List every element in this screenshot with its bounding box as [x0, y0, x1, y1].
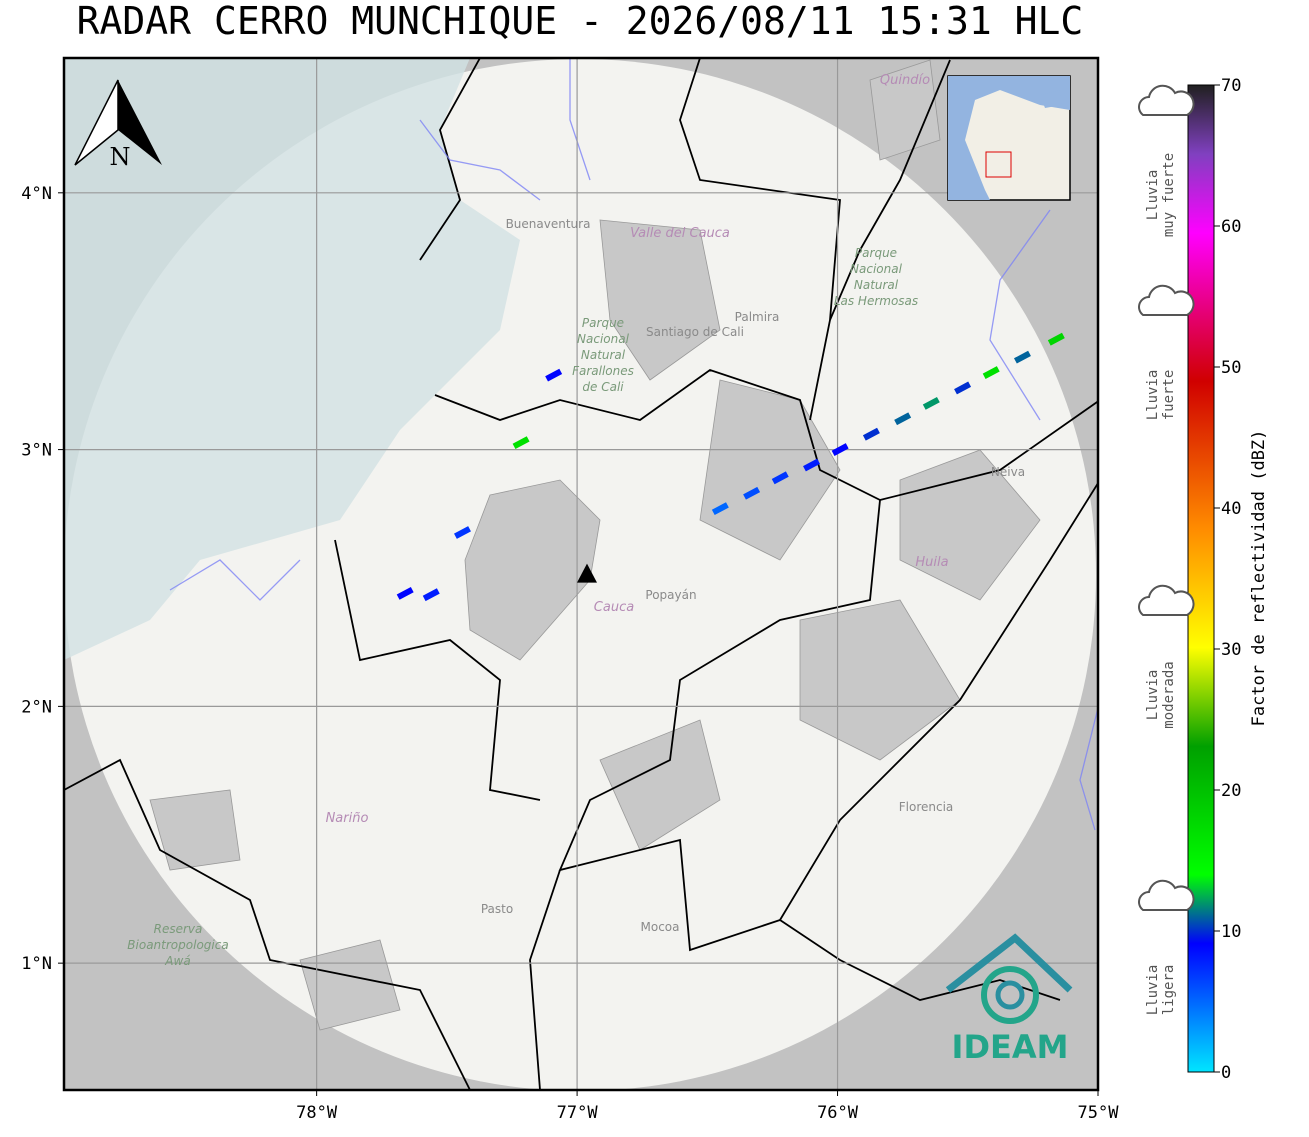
cloud-icon	[1138, 879, 1195, 911]
park-label: Natural	[854, 278, 899, 292]
y-tick-label: 4°N	[21, 184, 52, 204]
park-label: Las Hermosas	[834, 294, 918, 308]
rain-label: ligera	[1161, 965, 1177, 1016]
department-label: Valle del Cauca	[630, 226, 730, 241]
north-label: N	[110, 143, 131, 171]
echo	[454, 526, 471, 539]
colorbar-tick-label: 70	[1221, 76, 1241, 96]
rain-label: Lluvia	[1145, 965, 1161, 1016]
department-borders	[64, 58, 1098, 1090]
park-label: Bioantropologica	[127, 938, 228, 952]
radar-echoes	[396, 332, 1065, 602]
rain-label: fuerte	[1161, 370, 1177, 421]
rain-label: Lluvia	[1145, 670, 1161, 721]
y-tick-label: 3°N	[21, 441, 52, 461]
x-tick-label: 78°W	[296, 1103, 338, 1123]
place-label: Palmira	[735, 310, 780, 324]
colorbar	[1187, 84, 1215, 1073]
echo	[894, 412, 912, 426]
colorbar-tick-label: 10	[1221, 922, 1241, 942]
colorbar-tick-label: 30	[1221, 640, 1241, 660]
place-label: Neiva	[991, 465, 1025, 479]
axes: 78°W 77°W 76°W 75°W 1°N 2°N 3°N 4°N	[21, 184, 1119, 1123]
echo	[396, 586, 414, 600]
park-label: Natural	[581, 348, 626, 362]
x-tick-label: 77°W	[557, 1103, 599, 1123]
logo-text: IDEAM	[952, 1028, 1069, 1066]
colorbar-ticks: 0 10 20 30 40 50 60 70	[1214, 76, 1241, 1083]
x-tick-label: 76°W	[817, 1103, 859, 1123]
y-tick-label: 2°N	[21, 697, 52, 717]
echo	[1013, 350, 1031, 364]
echo	[954, 381, 972, 395]
park-label: Reserva	[154, 922, 203, 936]
park-label: Parque	[855, 246, 897, 260]
park-label: Awá	[164, 954, 190, 968]
place-label: Buenaventura	[506, 217, 591, 231]
cloud-icon	[1138, 284, 1195, 316]
colorbar-tick-label: 60	[1221, 217, 1241, 237]
colorbar-label: Factor de reflectividad (dBZ)	[1249, 430, 1269, 727]
echo	[422, 588, 440, 602]
department-label: Huila	[915, 555, 948, 570]
place-label: Santiago de Cali	[646, 325, 744, 339]
echo	[982, 366, 1000, 379]
cloud-icon	[1138, 84, 1195, 116]
park-label: Farallones	[572, 364, 634, 378]
park-label: Nacional	[577, 332, 630, 346]
map: Buenaventura Santiago de Cali Palmira Po…	[64, 58, 1098, 1090]
park-label: Parque	[582, 316, 624, 330]
place-label: Pasto	[481, 902, 513, 916]
echo	[1047, 332, 1065, 346]
rain-label: muy fuerte	[1161, 153, 1177, 237]
place-label: Popayán	[645, 588, 696, 602]
graticule	[64, 58, 1098, 1090]
colorbar-tick-label: 20	[1221, 781, 1241, 801]
map-frame	[62, 56, 1100, 1092]
park-labels: Parque Nacional Natural Farallones de Cali Pa…	[127, 246, 918, 968]
echo	[743, 486, 761, 500]
park-label: de Cali	[582, 380, 624, 394]
echo	[512, 436, 530, 450]
x-tick-label: 75°W	[1078, 1103, 1120, 1123]
park-label: Nacional	[850, 262, 903, 276]
inset-map	[947, 75, 1071, 201]
echo	[922, 396, 940, 410]
colorbar-tick-label: 50	[1221, 358, 1241, 378]
y-tick-label: 1°N	[21, 954, 52, 974]
echo	[711, 502, 729, 516]
echo	[862, 427, 880, 441]
colorbar-tick-label: 0	[1221, 1063, 1231, 1083]
north-arrow: N	[74, 79, 162, 171]
echo	[831, 443, 849, 456]
radar-site	[576, 563, 597, 583]
department-label: Cauca	[594, 600, 634, 615]
echo	[771, 471, 789, 485]
rain-label: Lluvia	[1145, 370, 1161, 421]
rivers	[169, 58, 1098, 831]
rain-label: moderada	[1161, 661, 1177, 728]
municipalities	[149, 59, 1041, 1031]
echo	[803, 458, 820, 472]
sea-in-range	[64, 58, 520, 660]
echo	[545, 368, 563, 382]
colorbar-tick-label: 40	[1221, 499, 1241, 519]
place-label: Florencia	[899, 800, 954, 814]
title: RADAR CERRO MUNCHIQUE - 2026/08/11 15:31…	[77, 0, 1084, 43]
rain-label: Lluvia	[1145, 170, 1161, 221]
logo: IDEAM	[945, 933, 1073, 1066]
department-label: Nariño	[326, 811, 369, 826]
cloud-icon	[1138, 584, 1195, 616]
place-label: Mocoa	[641, 920, 680, 934]
department-label: Quindío	[880, 73, 930, 88]
